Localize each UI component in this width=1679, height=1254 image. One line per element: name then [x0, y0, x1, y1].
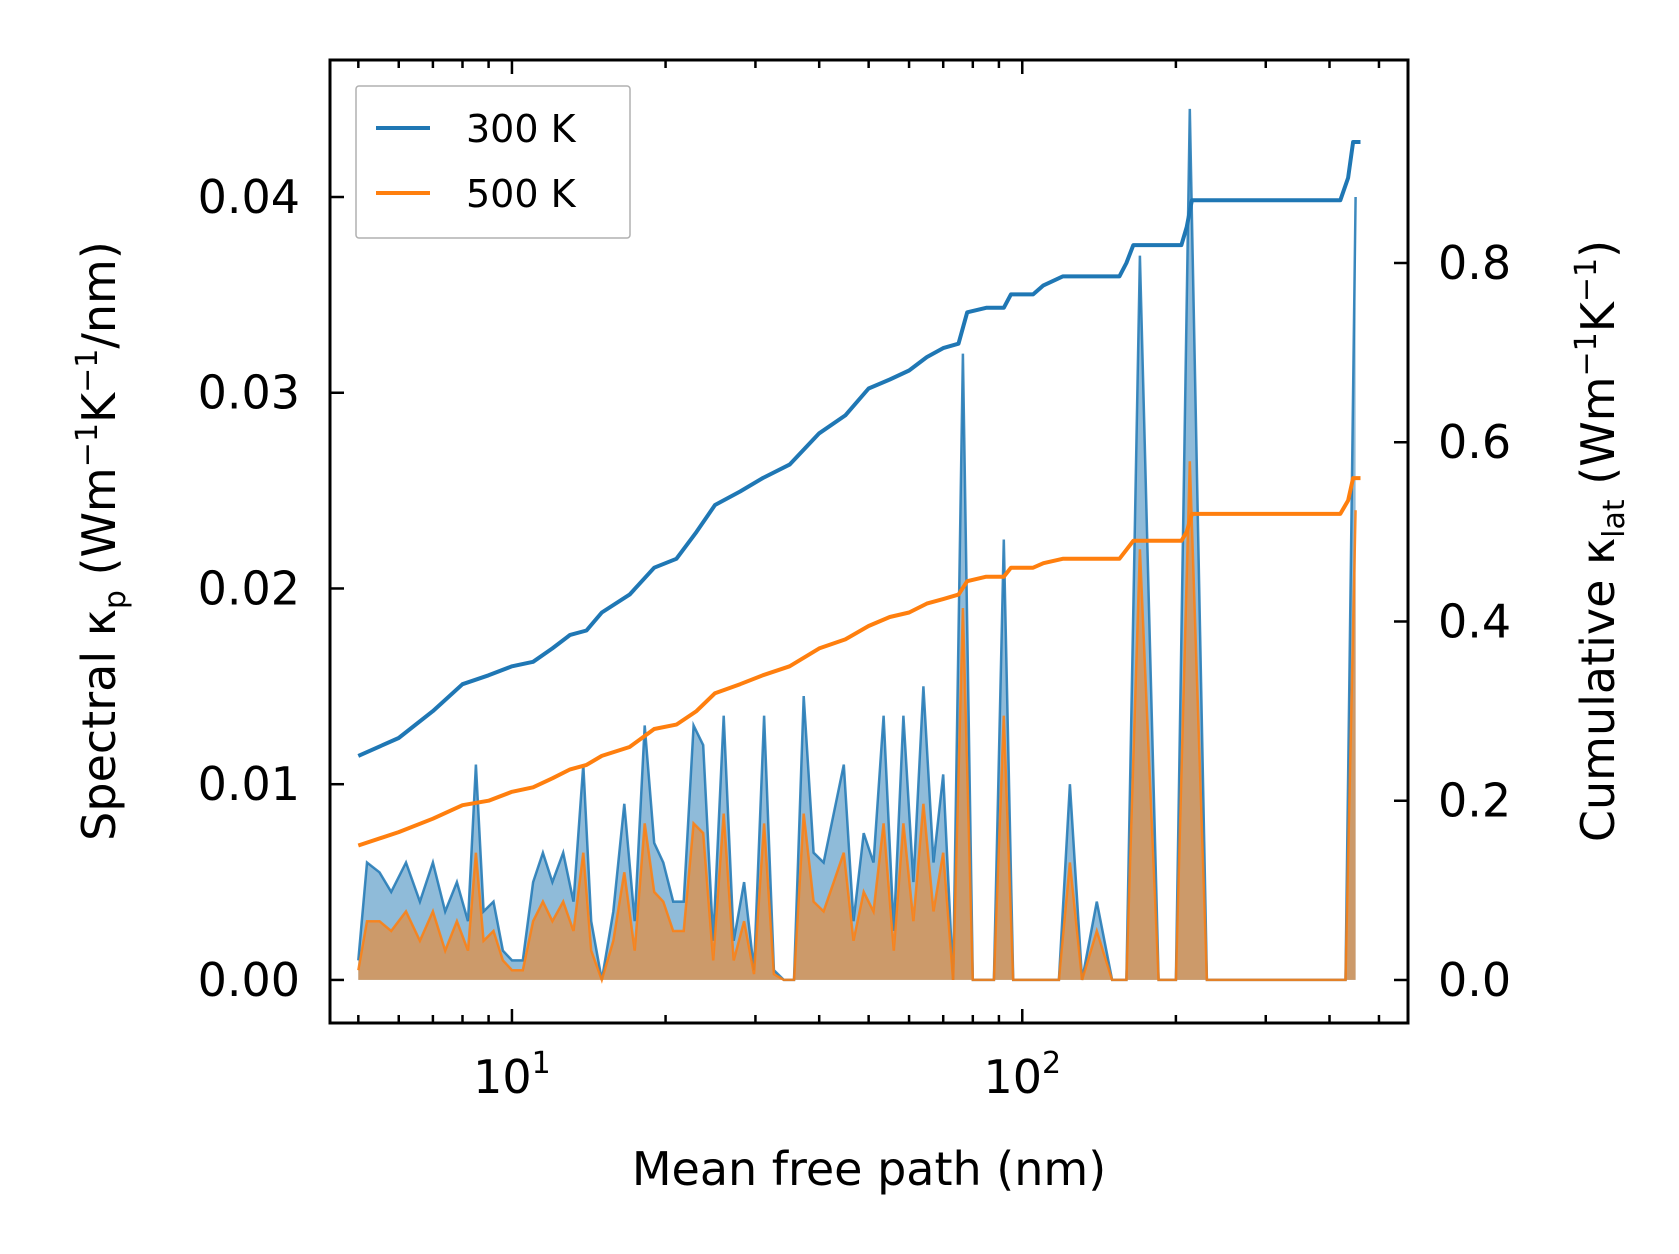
spectral-area-500k — [358, 461, 1356, 980]
legend-label-500k: 500 K — [466, 172, 577, 216]
y-left-axis-label: Spectral κp (Wm−1K−1/nm) — [70, 241, 133, 841]
spectral-area-300k — [358, 108, 1356, 980]
spectral-line-500k — [357, 461, 1357, 984]
y-left-tick-label: 0.04 — [198, 170, 300, 224]
cumulative-line-500k — [357, 476, 1361, 848]
y-right-tick-label: 0.2 — [1438, 774, 1511, 828]
legend: 300 K 500 K — [355, 85, 631, 239]
ticks-layer: 101 102 0.00 0.01 0.02 0.03 0.04 0.0 0.2 0.4 0.6 0.… — [198, 60, 1511, 1104]
y-right-axis-label: Cumulative κlat (Wm−1K−1) — [1569, 240, 1632, 842]
spectral-series-layer — [357, 108, 1357, 984]
y-right-tick-label: 0.6 — [1438, 415, 1511, 469]
y-left-tick-label: 0.01 — [198, 757, 300, 811]
y-right-tick-label: 0.8 — [1438, 236, 1511, 290]
spectral-line-300k — [357, 108, 1357, 982]
y-left-tick-label: 0.00 — [198, 953, 300, 1007]
x-axis-label: Mean free path (nm) — [632, 1142, 1106, 1196]
legend-box — [355, 85, 631, 239]
legend-label-300k: 300 K — [466, 107, 577, 151]
y-left-tick-label: 0.03 — [198, 366, 300, 420]
y-right-tick-label: 0.0 — [1438, 953, 1511, 1007]
cumulative-line-300k — [357, 140, 1361, 758]
x-tick-label: 102 — [983, 1046, 1061, 1104]
y-left-tick-label: 0.02 — [198, 561, 300, 615]
x-tick-label: 101 — [473, 1046, 551, 1104]
y-right-tick-label: 0.4 — [1438, 594, 1511, 648]
cumulative-series-layer — [357, 140, 1361, 848]
